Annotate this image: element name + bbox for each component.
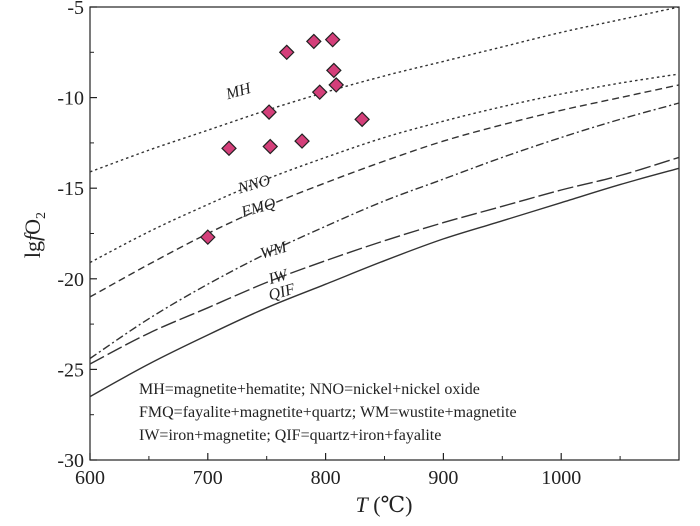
sample-point: [262, 138, 279, 155]
sample-point: [278, 44, 295, 61]
sample-point: [325, 62, 342, 79]
curve-iw: [89, 156, 680, 365]
x-tick-label: 600: [75, 467, 105, 489]
x-tick-label: 900: [428, 467, 458, 489]
y-tick-label: -15: [57, 178, 84, 200]
y-axis: -5 -10 -15 -20 -25 -30: [57, 0, 97, 472]
x-tick-label: 700: [193, 467, 223, 489]
y-tick-label: -10: [57, 88, 84, 110]
sample-point: [354, 111, 370, 128]
sample-point: [305, 33, 322, 50]
y-tick-label: -25: [57, 359, 84, 381]
legend-line: FMQ=fayalite+magnetite+quartz; WM=wustit…: [139, 404, 517, 421]
curve-label-wm: WM: [258, 239, 290, 263]
curve-fmq: [89, 84, 680, 298]
sample-points: [199, 31, 370, 245]
curve-label-iw: IW: [266, 266, 291, 288]
curve-nno: [89, 73, 680, 264]
buffer-curves: [89, 6, 680, 398]
x-tick-label: 800: [311, 467, 341, 489]
sample-point: [324, 31, 341, 48]
y-tick-label: -20: [57, 269, 84, 291]
curve-qif: [89, 167, 680, 398]
sample-point: [328, 77, 345, 93]
sample-point: [294, 133, 310, 149]
x-tick-label: 1000: [541, 467, 581, 489]
curve-label-qif: QIF: [267, 281, 298, 305]
sample-point: [199, 229, 216, 245]
legend-line: MH=magnetite+hematite; NNO=nickel+nickel…: [139, 381, 480, 398]
sample-point: [221, 140, 237, 157]
y-tick-label: -5: [67, 0, 84, 19]
curve-mh: [89, 6, 680, 173]
y-axis-title: lgfO2: [20, 212, 49, 258]
curve-label-fmq: FMQ: [239, 195, 278, 221]
curve-label-mh: MH: [223, 80, 254, 104]
x-axis: 600 700 800 900 1000: [75, 453, 621, 489]
curve-wm: [89, 102, 680, 360]
curve-label-nno: NNO: [235, 172, 273, 198]
x-axis-title: T (℃): [355, 492, 412, 517]
y-tick-label: -30: [57, 450, 84, 472]
sample-point: [311, 84, 328, 101]
legend-line: IW=iron+magnetite; QIF=quartz+iron+fayal…: [139, 427, 441, 444]
legend-box: MH=magnetite+hematite; NNO=nickel+nickel…: [139, 381, 517, 444]
sample-point: [261, 104, 277, 120]
